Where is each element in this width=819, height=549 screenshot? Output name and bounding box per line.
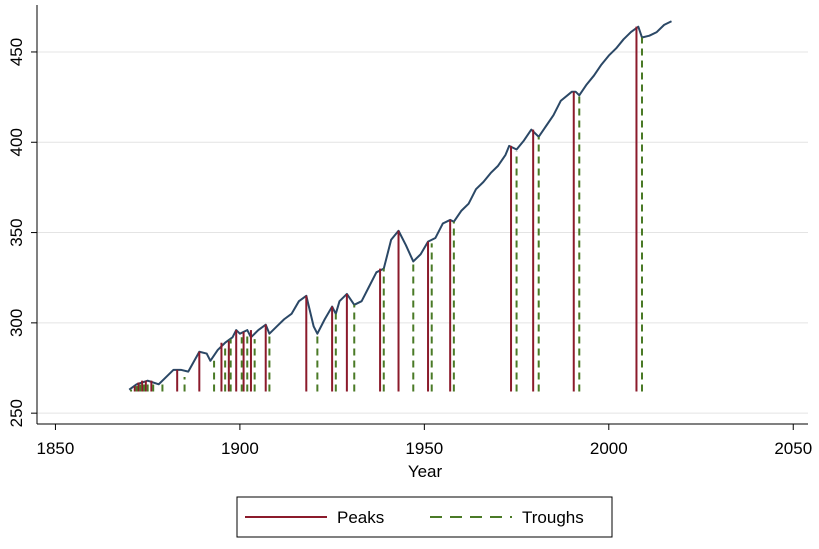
legend-label: Troughs (522, 508, 584, 527)
x-tick-label: 1900 (221, 439, 259, 458)
x-tick-label: 1850 (37, 439, 75, 458)
y-tick-label: 400 (7, 128, 26, 156)
y-tick-label: 450 (7, 38, 26, 66)
legend-label: Peaks (337, 508, 384, 527)
y-tick-label: 350 (7, 218, 26, 246)
y-tick-label: 300 (7, 309, 26, 337)
x-tick-label: 1950 (405, 439, 443, 458)
x-tick-label: 2000 (590, 439, 628, 458)
x-axis-title: Year (408, 462, 443, 481)
series-line (128, 20, 672, 391)
x-tick-label: 2050 (774, 439, 812, 458)
y-tick-label: 250 (7, 399, 26, 427)
